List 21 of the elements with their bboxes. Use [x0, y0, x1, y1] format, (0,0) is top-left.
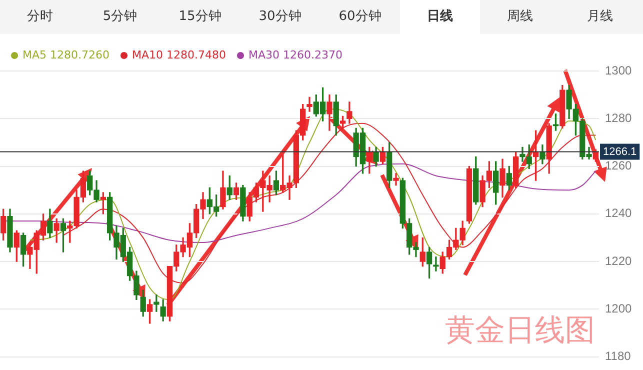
y-tick-label: 1300 — [605, 63, 632, 78]
legend-label: MA5 1280.7260 — [22, 48, 110, 62]
text: 30分钟 — [258, 8, 302, 26]
y-tick-label: 1200 — [605, 301, 632, 316]
y-tick-label: 1280 — [605, 110, 632, 125]
y-tick-label: 1220 — [605, 254, 632, 268]
y-tick-label: 1180 — [605, 349, 632, 364]
text: 5分钟 — [102, 8, 138, 26]
text: 15分钟 — [178, 8, 222, 26]
text: 月线 — [586, 8, 614, 26]
legend-label: MA10 1280.7480 — [132, 48, 226, 62]
ref-line-label: 1266.1 — [603, 146, 637, 158]
y-tick-label: 1240 — [605, 206, 632, 220]
text: 60分钟 — [338, 8, 382, 26]
y-tick-label: 1260 — [605, 158, 632, 173]
text: 日线 — [400, 0, 480, 34]
legend-label: MA30 1260.2370 — [248, 48, 342, 62]
text: 黄金日线图 — [445, 313, 595, 349]
text: 周线 — [506, 8, 534, 26]
text: 分时 — [26, 8, 54, 26]
line-series — [62, 122, 596, 284]
